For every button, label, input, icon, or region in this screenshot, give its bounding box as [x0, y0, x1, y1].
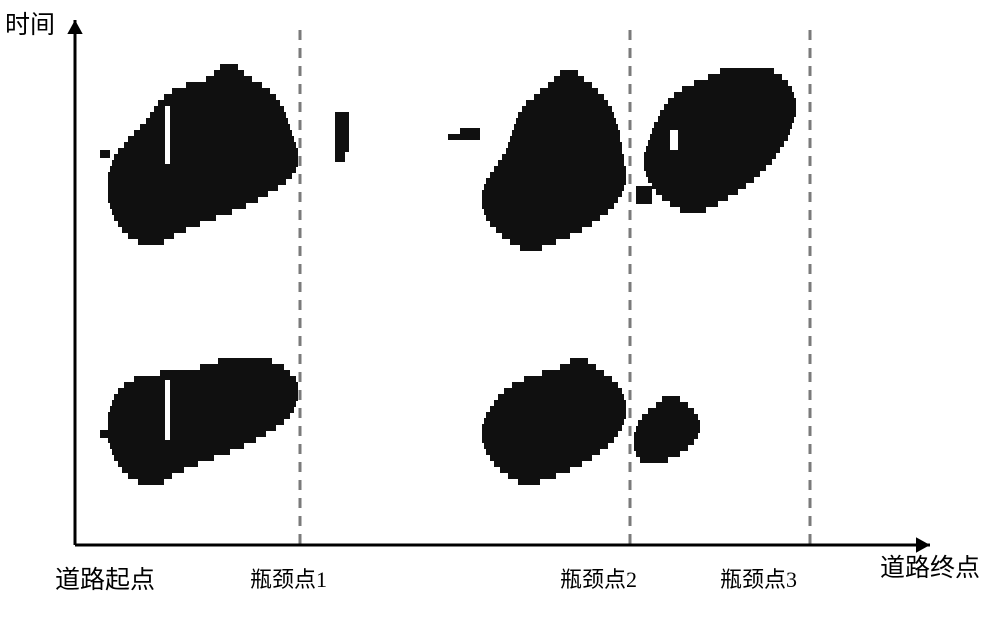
cluster-g1_lower_left — [108, 358, 298, 485]
y-axis-arrow-icon — [67, 20, 82, 34]
bottleneck-3-label: 瓶颈点3 — [720, 562, 797, 594]
figure-container: 时间 道路终点 道路起点 瓶颈点1 瓶颈点2 瓶颈点3 — [0, 0, 1000, 625]
x-axis-label: 道路终点 — [880, 548, 980, 584]
bottleneck-1-label: 瓶颈点1 — [250, 562, 327, 594]
cluster-g6_upper_right — [644, 68, 796, 213]
cluster-extra — [460, 128, 480, 140]
cluster-extra — [100, 430, 110, 438]
cluster-g5_upper_mid — [482, 70, 626, 251]
y-axis-label: 时间 — [5, 5, 55, 41]
cluster-extra — [448, 134, 460, 140]
cluster-g4_upper_left — [108, 64, 298, 245]
x-start-label: 道路起点 — [55, 560, 155, 596]
figure-svg — [0, 0, 1000, 625]
cluster-extra — [335, 112, 349, 152]
cluster-extra — [335, 148, 345, 162]
cluster-extra — [636, 186, 652, 204]
cluster-extra — [100, 150, 110, 158]
cluster-g3_lower_right_small — [634, 396, 700, 463]
cluster-g2_lower_mid — [482, 358, 626, 485]
bottleneck-2-label: 瓶颈点2 — [560, 562, 637, 594]
